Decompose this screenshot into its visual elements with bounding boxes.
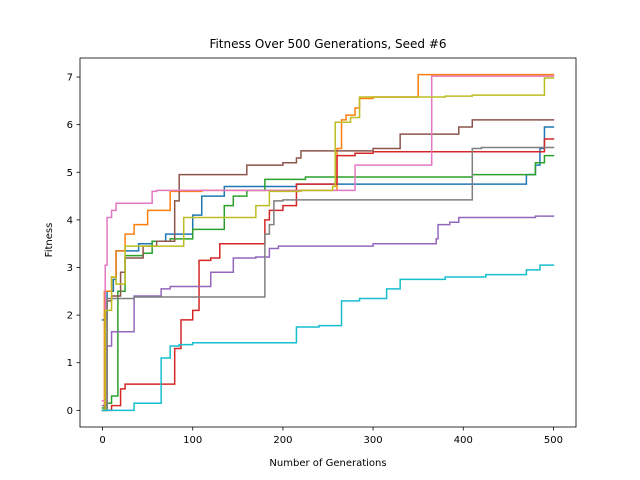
series-line-8 — [101, 146, 555, 412]
series-line-10 — [101, 264, 555, 412]
series-line-6 — [101, 119, 555, 412]
y-tick-label: 3 — [67, 263, 73, 274]
y-axis-label: Fitness — [44, 223, 55, 258]
x-tick-label: 200 — [273, 435, 292, 446]
series-line-5 — [101, 215, 555, 407]
y-tick-label: 0 — [67, 406, 73, 417]
x-tick-label: 400 — [454, 435, 473, 446]
x-axis-label: Number of Generations — [269, 458, 386, 469]
axes-layer: 0 100 200 300 400 500 0 1 2 3 4 5 6 7 — [67, 57, 577, 446]
series-layer — [101, 73, 555, 412]
series-line-4 — [101, 138, 555, 412]
series-line-2 — [101, 73, 555, 412]
series-line-9 — [101, 77, 555, 412]
y-tick-label: 6 — [67, 120, 73, 131]
series-line-1 — [101, 126, 555, 321]
y-tick-label: 1 — [67, 358, 73, 369]
y-tick-label: 7 — [67, 73, 73, 84]
y-tick-label: 5 — [67, 168, 73, 179]
y-tick-label: 2 — [67, 311, 73, 322]
x-tick-label: 300 — [364, 435, 383, 446]
series-line-7 — [101, 75, 555, 402]
x-tick-label: 500 — [544, 435, 563, 446]
chart-title: Fitness Over 500 Generations, Seed #6 — [209, 37, 446, 51]
x-tick-label: 100 — [183, 435, 202, 446]
axes-frame — [79, 57, 577, 428]
x-tick-label: 0 — [99, 435, 105, 446]
y-tick-label: 4 — [67, 215, 73, 226]
